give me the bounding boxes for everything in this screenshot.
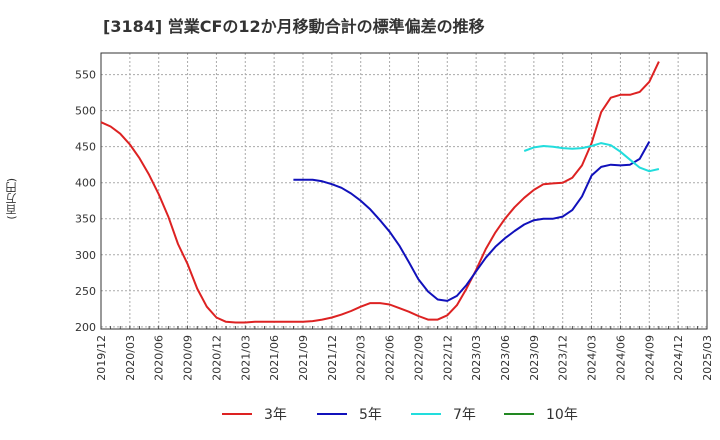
- x-tick-labels: 2019/12 2020/03 2020/06 2020/09 2020/12 2021/…: [95, 335, 714, 381]
- grid-lines: [100, 53, 708, 329]
- x-tick-label: 2020/06: [153, 335, 166, 381]
- y-tick-label: 250: [75, 285, 96, 298]
- x-tick-label: 2024/03: [586, 335, 599, 381]
- chart-title: [3184] 営業CFの12か月移動合計の標準偏差の推移: [103, 17, 485, 36]
- x-tick-label: 2021/09: [297, 335, 310, 381]
- x-tick-label: 2020/12: [210, 335, 223, 381]
- x-tick-label: 2023/06: [499, 335, 512, 381]
- x-tick-label: 2023/12: [557, 335, 570, 381]
- x-tick-label: 2024/09: [643, 335, 656, 381]
- x-tick-label: 2020/03: [124, 335, 137, 381]
- x-tick-label: 2022/06: [384, 335, 397, 381]
- x-tick-label: 2022/03: [355, 335, 368, 381]
- series-lines: [100, 61, 660, 324]
- y-tick-label: 200: [75, 321, 96, 334]
- plot-frame: [100, 52, 708, 330]
- legend-label-3: 10年: [546, 407, 578, 423]
- series-line-2: [523, 142, 660, 173]
- y-tick-label: 400: [75, 177, 96, 190]
- y-tick-label: 500: [75, 105, 96, 118]
- y-tick-labels: 200 250 300 350 400 450 500 550: [75, 69, 96, 334]
- y-tick-label: 300: [75, 249, 96, 262]
- x-tick-label: 2025/03: [701, 335, 714, 381]
- x-tick-label: 2021/03: [239, 335, 252, 381]
- x-tick-label: 2020/09: [182, 335, 195, 381]
- x-tick-label: 2024/06: [614, 335, 627, 381]
- x-tick-label: 2021/06: [268, 335, 281, 381]
- x-tick-label: 2023/09: [528, 335, 541, 381]
- x-tick-label: 2022/12: [441, 335, 454, 381]
- y-tick-label: 450: [75, 141, 96, 154]
- series-line-1: [293, 141, 651, 302]
- legend: 3年 5年 7年 10年: [222, 407, 578, 423]
- legend-label-0: 3年: [264, 407, 287, 423]
- y-tick-label: 550: [75, 69, 96, 82]
- x-tick-label: 2019/12: [95, 335, 108, 381]
- legend-label-2: 7年: [453, 407, 476, 423]
- x-tick-label: 2022/09: [412, 335, 425, 381]
- x-tick-label: 2024/12: [672, 335, 685, 381]
- y-tick-label: 350: [75, 213, 96, 226]
- x-tick-label: 2023/03: [470, 335, 483, 381]
- series-line-0: [100, 61, 660, 324]
- x-tick-label: 2021/12: [326, 335, 339, 381]
- legend-label-1: 5年: [359, 407, 382, 423]
